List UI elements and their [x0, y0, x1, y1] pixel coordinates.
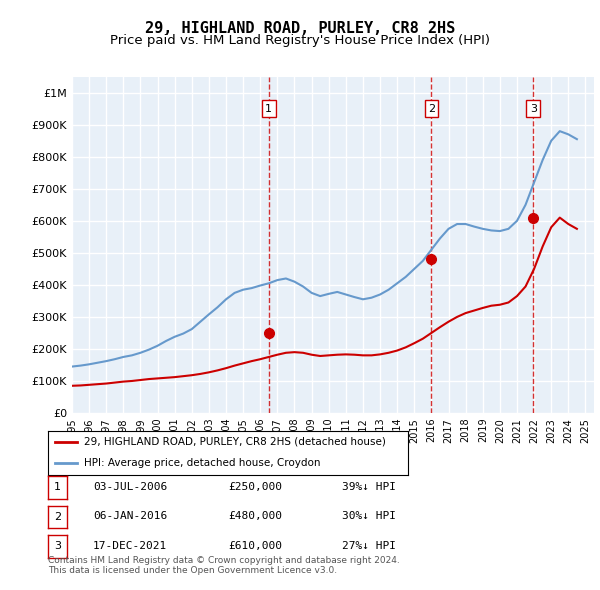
Text: 27%↓ HPI: 27%↓ HPI: [342, 541, 396, 550]
Text: £250,000: £250,000: [228, 482, 282, 491]
Text: 29, HIGHLAND ROAD, PURLEY, CR8 2HS: 29, HIGHLAND ROAD, PURLEY, CR8 2HS: [145, 21, 455, 35]
Text: 39%↓ HPI: 39%↓ HPI: [342, 482, 396, 491]
Text: 2: 2: [428, 104, 435, 114]
Text: 2: 2: [54, 512, 61, 522]
Text: Price paid vs. HM Land Registry's House Price Index (HPI): Price paid vs. HM Land Registry's House …: [110, 34, 490, 47]
Text: Contains HM Land Registry data © Crown copyright and database right 2024.
This d: Contains HM Land Registry data © Crown c…: [48, 556, 400, 575]
Text: 29, HIGHLAND ROAD, PURLEY, CR8 2HS (detached house): 29, HIGHLAND ROAD, PURLEY, CR8 2HS (deta…: [84, 437, 386, 447]
Text: 30%↓ HPI: 30%↓ HPI: [342, 512, 396, 521]
Text: 3: 3: [530, 104, 537, 114]
Text: 06-JAN-2016: 06-JAN-2016: [93, 512, 167, 521]
Text: 17-DEC-2021: 17-DEC-2021: [93, 541, 167, 550]
Text: £610,000: £610,000: [228, 541, 282, 550]
Text: 1: 1: [265, 104, 272, 114]
Text: £480,000: £480,000: [228, 512, 282, 521]
Text: 03-JUL-2006: 03-JUL-2006: [93, 482, 167, 491]
Text: 3: 3: [54, 542, 61, 551]
Text: 1: 1: [54, 483, 61, 492]
Text: HPI: Average price, detached house, Croydon: HPI: Average price, detached house, Croy…: [84, 458, 320, 467]
